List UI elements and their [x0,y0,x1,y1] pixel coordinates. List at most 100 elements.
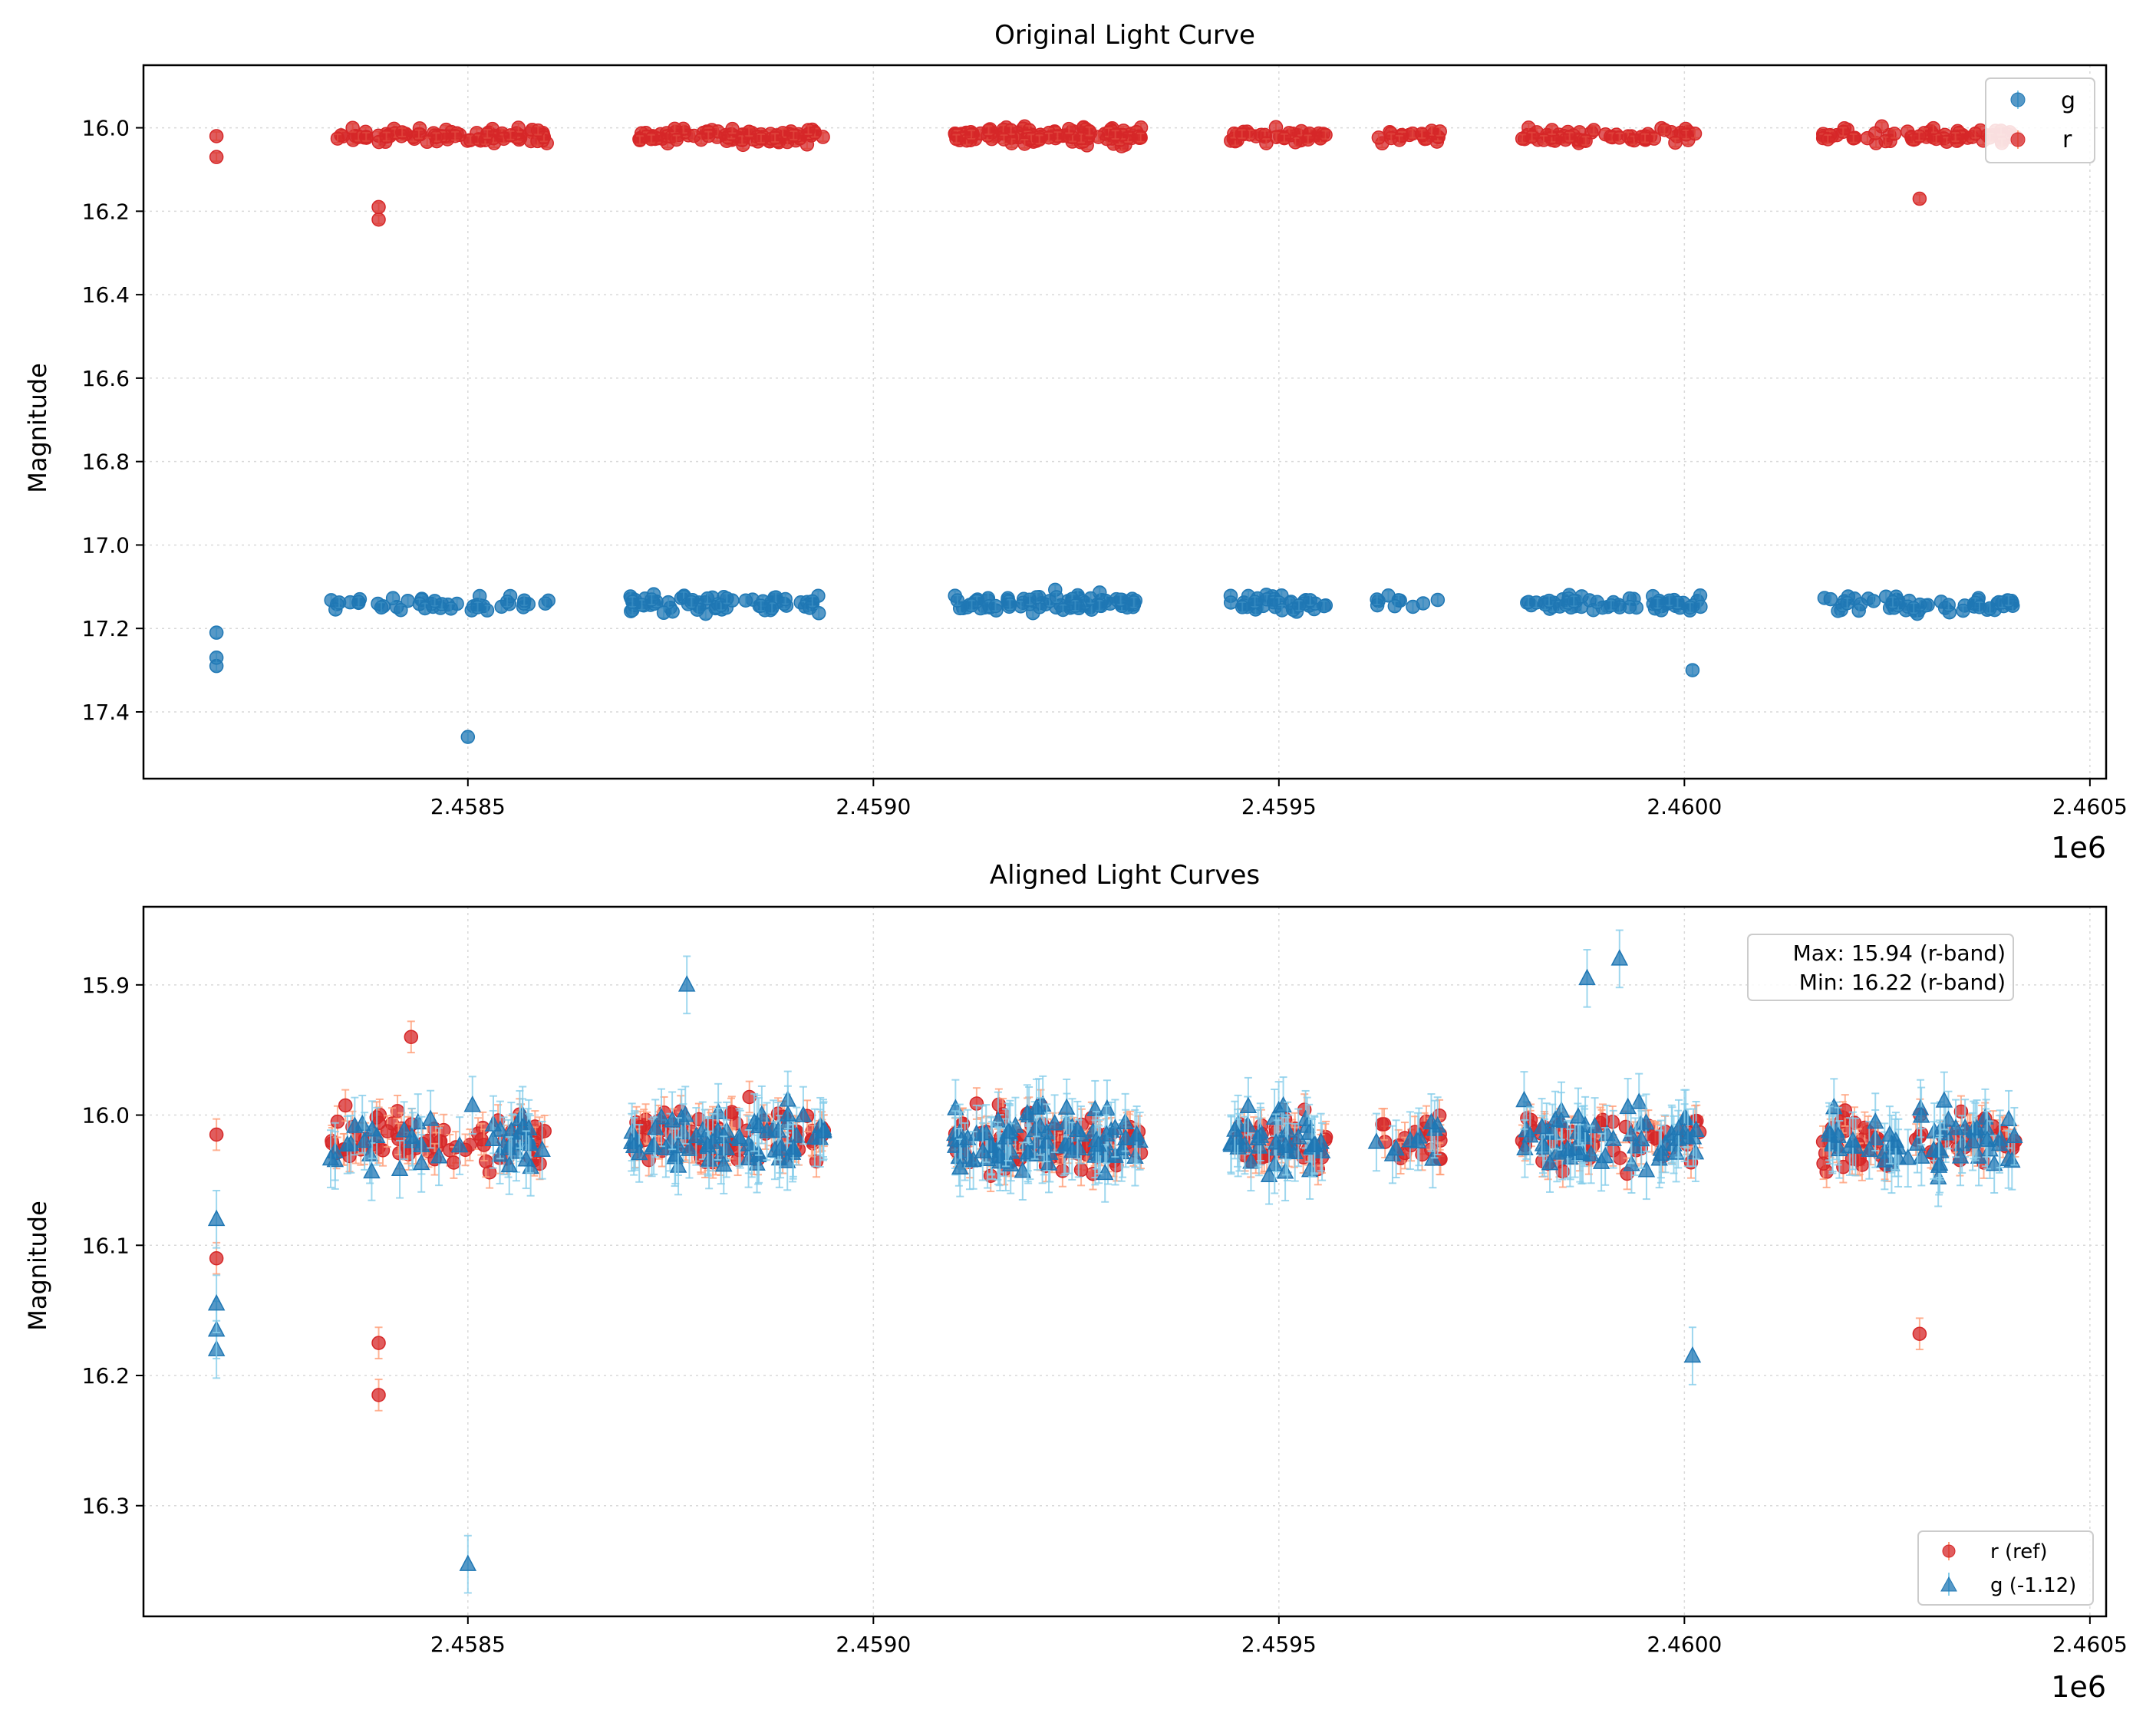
y-tick-label: 16.2 [82,199,130,224]
data-point [738,593,753,608]
data-point [1062,121,1076,137]
x-tick-label: 2.4585 [430,794,506,819]
data-point [1073,1162,1089,1178]
y-tick-label: 17.4 [82,700,130,725]
x-axis: 2.4585 2.4590 2.4595 2.4600 2.4605 [430,779,2128,819]
plot-frame [142,64,2108,780]
series-r [209,119,2024,227]
data-point [1823,591,1838,607]
y-axis: 16.0 16.2 16.4 16.6 16.8 17.0 17.2 17.4 [82,116,143,725]
data-point [1406,599,1420,614]
data-point [1637,130,1653,146]
data-point [1650,596,1665,611]
data-point [330,131,345,146]
data-point [1587,123,1601,137]
data-point [1536,133,1551,147]
data-point [644,592,659,607]
data-point [331,595,347,610]
data-point [433,1134,448,1148]
data-point [1317,598,1331,614]
data-point [209,129,224,143]
data-point [1133,130,1148,145]
data-point [447,129,463,143]
data-point [1687,126,1703,141]
data-point [394,125,410,140]
y-tick-label: 17.0 [82,532,130,558]
y-tick-label: 16.6 [82,366,130,391]
data-point [1562,130,1577,144]
data-point [767,130,783,145]
data-point [1414,127,1429,141]
data-point [1113,592,1128,608]
chart-title: Original Light Curve [994,20,1255,51]
data-point [1693,599,1708,614]
data-point [503,128,518,143]
data-point [1840,595,1854,611]
data-point [1941,598,1956,612]
data-point [1612,130,1627,145]
legend-r-label: r [2062,127,2072,153]
data-point [371,199,386,215]
data-point [742,124,757,140]
data-point [684,595,699,610]
data-point [1235,600,1250,614]
data-point [625,595,640,609]
data-point [1248,595,1262,609]
data-point [394,603,408,618]
legend: g r [1985,77,2095,163]
data-point [1318,127,1333,143]
data-point [1912,129,1927,143]
grid-lines [143,65,2106,779]
data-point [1049,590,1064,605]
data-point [374,600,389,615]
y-tick-label: 17.2 [82,616,130,641]
data-point [460,730,476,744]
y-tick-label: 16.8 [82,450,130,475]
aligned-light-curves-panel: Aligned Light Curves Magnitude 2.4585 2.4… [23,860,2128,1704]
data-point [1541,593,1557,608]
x-offset-label: 1e6 [2051,831,2106,865]
data-point [981,123,996,138]
data-point [1906,601,1921,615]
data-point [1056,602,1070,618]
data-point [1515,131,1530,147]
legend-r-marker [2010,132,2026,147]
data-point [1912,191,1927,206]
data-point [753,131,769,146]
data-point [753,598,768,613]
legend-box [1985,77,2095,163]
data-point [964,127,979,142]
data-point [209,651,224,665]
data-point [1108,127,1123,142]
data-point [338,1098,353,1113]
data-point [1866,594,1881,608]
x-tick-label: 2.4590 [836,794,911,819]
series-r-ref [209,1020,2022,1412]
data-point [417,601,433,616]
original-light-curve-panel: Original Light Curve Magnitude 2.4585 2.4… [23,20,2128,865]
data-point [401,593,415,608]
data-point [517,593,532,608]
data-point [656,605,671,621]
data-point [1544,123,1560,137]
data-point [380,1124,395,1138]
grid-lines [143,907,2106,1616]
data-point [1868,126,1883,140]
x-tick-label: 2.4595 [1241,794,1317,819]
data-point [778,591,793,607]
data-point [1082,124,1096,139]
data-point [1274,603,1290,618]
chart-title: Aligned Light Curves [990,860,1260,891]
data-point [1301,132,1316,147]
data-point [1259,136,1274,150]
x-tick-label: 2.4605 [2052,794,2128,819]
data-point [1032,132,1047,147]
data-point [1022,592,1037,607]
data-point [1392,133,1407,147]
data-point [209,625,224,640]
series-g [209,582,2020,744]
data-point [1851,603,1866,618]
data-point [1662,593,1676,608]
legend-g-label: g [2061,87,2075,114]
